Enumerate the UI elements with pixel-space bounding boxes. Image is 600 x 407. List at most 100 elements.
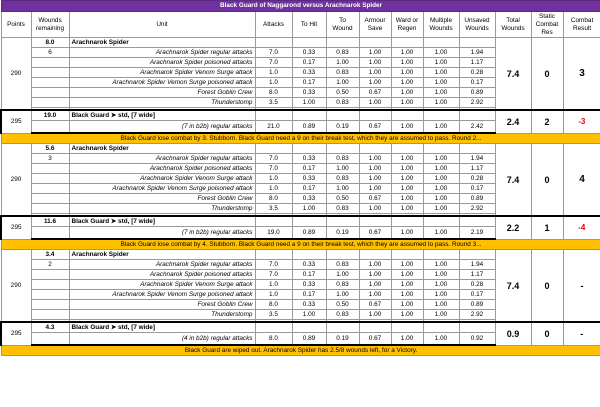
ward-cell: 1.00 — [390, 259, 424, 270]
wound-cell: 0.83 — [325, 67, 360, 78]
save-cell: 0.67 — [358, 332, 392, 346]
hit-cell: 0.17 — [291, 183, 327, 194]
unit-name-cell: Arachnarok Spider — [68, 249, 256, 260]
attacks-cell: 21.0 — [254, 120, 293, 134]
mult-cell: 1.00 — [422, 57, 460, 68]
ward-cell: 1.00 — [390, 67, 424, 78]
header-ward-regen: Ward or Regen — [390, 11, 424, 38]
points-cell: 290 — [0, 37, 32, 111]
attack-unit-cell: (7 in b2b) regular attacks — [68, 120, 256, 134]
combat-result-cell: - — [562, 321, 600, 346]
empty-cell — [291, 321, 327, 333]
points-cell: 295 — [0, 109, 32, 134]
ward-cell: 1.00 — [390, 289, 424, 300]
attacks-cell: 1.0 — [254, 289, 293, 300]
wounds-sub-cell — [30, 269, 70, 280]
empty-cell — [458, 249, 496, 260]
table-row: Arachnarok Spider Venom Surge attack 1.0 0… — [1, 67, 600, 78]
wound-cell: 0.83 — [325, 97, 360, 108]
unsaved-cell: 0.89 — [458, 193, 496, 204]
ward-cell: 1.00 — [390, 57, 424, 68]
save-cell: 0.67 — [358, 120, 392, 134]
combat-result-cell: - — [562, 249, 600, 323]
attack-unit-cell: (7 in b2b) regular attacks — [68, 226, 256, 240]
wounds-sub-cell — [30, 57, 70, 68]
wounds-sub-cell — [30, 173, 70, 184]
empty-cell — [291, 109, 327, 121]
unit-name-cell: Arachnarok Spider — [68, 143, 256, 154]
mult-cell: 1.00 — [422, 259, 460, 270]
mult-cell: 1.00 — [422, 226, 460, 240]
wound-cell: 0.50 — [325, 87, 360, 98]
ward-cell: 1.00 — [390, 163, 424, 174]
total-wounds-cell: 0.9 — [494, 321, 532, 346]
static-res-cell: 2 — [530, 109, 564, 134]
unsaved-cell: 0.17 — [458, 289, 496, 300]
result-note: Black Guard lose combat by 4. Stubborn. … — [0, 238, 600, 250]
mult-cell: 1.00 — [422, 97, 460, 108]
empty-cell — [390, 215, 424, 227]
table-row: 290 5.6 Arachnarok Spider 7.4 0 4 — [0, 143, 600, 217]
wound-cell: 0.83 — [325, 153, 360, 164]
empty-cell — [422, 321, 460, 333]
unsaved-cell: 0.17 — [458, 183, 496, 194]
wounds-sub-cell — [30, 193, 70, 204]
attacks-cell: 8.0 — [254, 87, 293, 98]
save-cell: 1.00 — [358, 289, 392, 300]
attack-unit-cell: Arachnarok Spider regular attacks — [68, 47, 256, 58]
save-cell: 1.00 — [358, 67, 392, 78]
wounds-remaining-cell: 8.0 — [30, 37, 70, 48]
mult-cell: 1.00 — [422, 163, 460, 174]
combat-result-cell: -3 — [562, 109, 600, 134]
attack-unit-cell: Arachnarok Spider poisoned attacks — [68, 269, 256, 280]
mult-cell: 1.00 — [422, 289, 460, 300]
empty-cell — [358, 321, 392, 333]
mult-cell: 1.00 — [422, 153, 460, 164]
attack-unit-cell: Thunderstomp — [68, 309, 256, 320]
unsaved-cell: 1.17 — [458, 269, 496, 280]
wounds-sub-cell — [30, 332, 70, 346]
header-to-hit: To Hit — [291, 11, 327, 38]
ward-cell: 1.00 — [390, 309, 424, 320]
empty-cell — [422, 215, 460, 227]
hit-cell: 0.33 — [291, 67, 327, 78]
save-cell: 1.00 — [358, 47, 392, 58]
empty-cell — [325, 321, 360, 333]
save-cell: 1.00 — [358, 153, 392, 164]
header-unit: Unit — [68, 11, 256, 38]
table-row: Arachnarok Spider Venom Surge poisoned a… — [1, 289, 600, 300]
hit-cell: 0.89 — [291, 226, 327, 240]
attack-unit-cell: Arachnarok Spider regular attacks — [68, 153, 256, 164]
header-to-wound: To Wound — [325, 11, 360, 38]
ward-cell: 1.00 — [390, 153, 424, 164]
wound-cell: 0.83 — [325, 279, 360, 290]
ward-cell: 1.00 — [390, 47, 424, 58]
empty-cell — [422, 143, 460, 154]
ward-cell: 1.00 — [390, 203, 424, 214]
empty-cell — [325, 143, 360, 154]
wound-cell: 0.83 — [325, 173, 360, 184]
attacks-cell: 1.0 — [254, 183, 293, 194]
table-title: Black Guard of Naggarond versus Arachnar… — [0, 0, 600, 12]
save-cell: 1.00 — [358, 269, 392, 280]
table-row: 290 3.4 Arachnarok Spider 7.4 0- — [0, 249, 600, 323]
attacks-cell: 7.0 — [254, 153, 293, 164]
combat-result-cell: 3 — [562, 37, 600, 111]
attacks-cell: 8.0 — [254, 193, 293, 204]
result-note-row: Black Guard lose combat by 3. Stubborn. … — [0, 132, 600, 144]
empty-cell — [325, 37, 360, 48]
wound-cell: 1.00 — [325, 269, 360, 280]
attack-unit-cell: Arachnarok Spider poisoned attacks — [68, 57, 256, 68]
table-row: Arachnarok Spider Vemon Surge poisoned a… — [1, 77, 600, 88]
wounds-sub-cell: 3 — [30, 153, 70, 164]
hit-cell: 0.33 — [291, 153, 327, 164]
empty-cell — [422, 249, 460, 260]
table-row: Thunderstomp 3.5 1.00 0.83 1.00 1.00 1.00 2.92 — [1, 203, 600, 214]
unsaved-cell: 2.19 — [458, 226, 496, 240]
table-row: 6 Arachnarok Spider regular attacks 7.0 0.3… — [1, 47, 600, 58]
wounds-sub-cell — [30, 87, 70, 98]
attack-unit-cell: Arachnarok Spider Venom Surge poisoned a… — [68, 183, 256, 194]
table-row: 290 8.0 Arachnarok Spider 7.4 0 3 — [0, 37, 600, 111]
hit-cell: 0.17 — [291, 269, 327, 280]
header-total-wounds: Total Wounds — [494, 11, 532, 38]
